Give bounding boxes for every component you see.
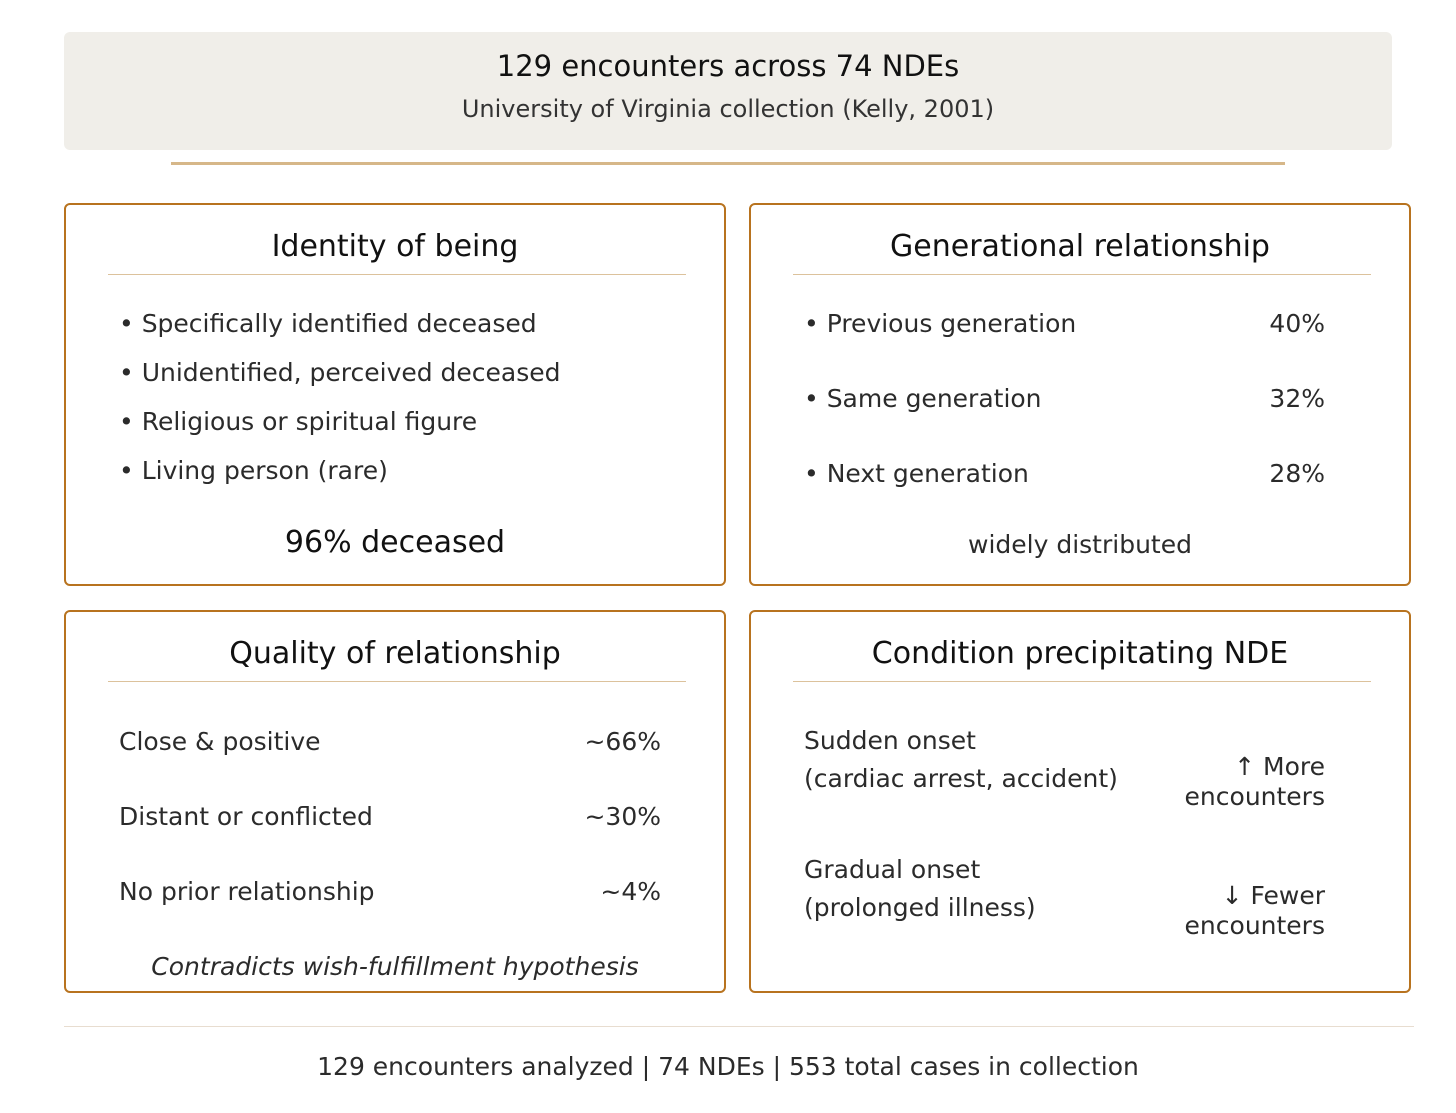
onset-detail: (prolonged illness): [804, 893, 1036, 922]
panel-summary: 96% deceased: [284, 525, 506, 560]
row-label: Close & positive: [119, 727, 321, 756]
footer-summary: 129 encounters analyzed | 74 NDEs | 553 …: [317, 1052, 1139, 1081]
row-label: • Previous generation: [804, 309, 1077, 338]
generational-panel: Generational relationship • Previous gen…: [749, 203, 1411, 586]
panel-title: Quality of relationship: [229, 636, 561, 671]
effect-direction: ↑ More: [1234, 752, 1325, 781]
panel-divider: [793, 274, 1371, 275]
page-subtitle: University of Virginia collection (Kelly…: [461, 95, 995, 123]
row-value: 32%: [1269, 384, 1325, 413]
row-value: ~66%: [584, 727, 661, 756]
panel-note: Contradicts wish-fulfillment hypothesis: [151, 952, 639, 981]
panel-divider: [108, 274, 686, 275]
condition-onset: Sudden onset (cardiac arrest, accident): [804, 722, 1118, 798]
header-banner: 129 encounters across 74 NDEs University…: [64, 32, 1392, 150]
row-value: 28%: [1269, 459, 1325, 488]
row-label: • Next generation: [804, 459, 1029, 488]
effect-label: encounters: [1184, 782, 1325, 811]
row-label: Distant or conflicted: [119, 802, 373, 831]
row-label: No prior relationship: [119, 877, 375, 906]
quality-panel: Quality of relationship Close & positive…: [64, 610, 726, 993]
panel-title: Condition precipitating NDE: [871, 636, 1289, 671]
header-divider: [171, 162, 1285, 165]
panel-title: Generational relationship: [890, 229, 1270, 264]
row-value: ~30%: [584, 802, 661, 831]
effect-direction: ↓ Fewer: [1221, 881, 1325, 910]
condition-effect: ↑ More encounters: [1185, 752, 1325, 812]
panel-divider: [793, 681, 1371, 682]
footer-divider: [64, 1026, 1414, 1027]
onset-name: Sudden onset: [804, 726, 976, 755]
panel-divider: [108, 681, 686, 682]
row-label: • Same generation: [804, 384, 1042, 413]
row-value: 40%: [1269, 309, 1325, 338]
row-value: ~4%: [600, 877, 661, 906]
effect-label: encounters: [1184, 911, 1325, 940]
identity-panel: Identity of being • Specifically identif…: [64, 203, 726, 586]
condition-onset: Gradual onset (prolonged illness): [804, 851, 1036, 927]
list-item: • Living person (rare): [119, 456, 388, 485]
list-item: • Unidentified, perceived deceased: [119, 358, 561, 387]
condition-panel: Condition precipitating NDE Sudden onset…: [749, 610, 1411, 993]
onset-name: Gradual onset: [804, 855, 981, 884]
page-title: 129 encounters across 74 NDEs: [496, 49, 960, 83]
panel-title: Identity of being: [271, 229, 519, 264]
list-item: • Specifically identified deceased: [119, 309, 537, 338]
panel-note: widely distributed: [968, 530, 1192, 559]
onset-detail: (cardiac arrest, accident): [804, 764, 1118, 793]
list-item: • Religious or spiritual figure: [119, 407, 478, 436]
condition-effect: ↓ Fewer encounters: [1185, 881, 1325, 941]
